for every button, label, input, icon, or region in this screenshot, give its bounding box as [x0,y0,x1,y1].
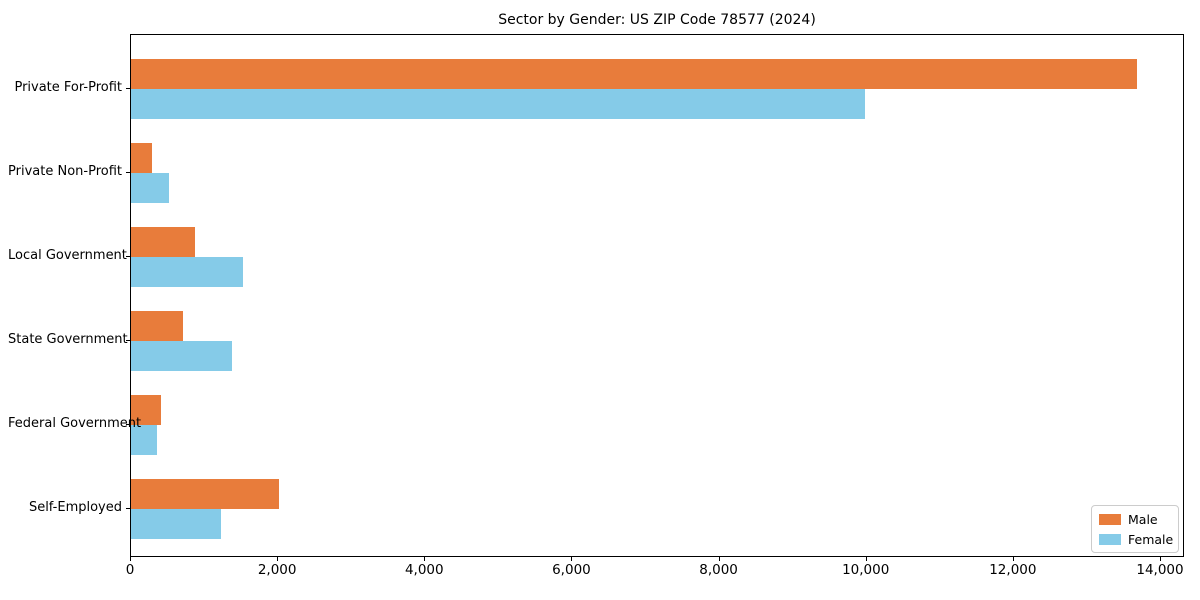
x-axis-label: 10,000 [842,562,890,578]
bar-male-local-government [131,227,195,257]
x-axis-label: 14,000 [1136,562,1184,578]
bar-female-self-employed [131,509,221,539]
bar-female-federal-government [131,425,157,455]
y-axis-tick [126,172,130,173]
legend-label: Female [1128,531,1174,547]
y-axis-tick [126,88,130,89]
y-axis-label: Private For-Profit [14,80,122,95]
x-axis-label: 6,000 [552,562,591,578]
x-axis-label: 0 [125,562,135,578]
legend-swatch-female [1099,533,1121,545]
bar-male-state-government [131,311,183,341]
bar-male-private-non-profit [131,143,153,173]
y-axis-tick [126,340,130,341]
plot-area [130,34,1184,557]
x-axis-tick [718,557,720,561]
y-axis-tick [126,424,130,425]
legend-item-male: Male [1099,512,1171,527]
legend-swatch-male [1099,513,1121,525]
x-axis-tick [865,557,867,561]
x-axis-tick [1160,557,1161,561]
y-axis-tick [126,256,130,257]
legend: Male Female [1091,505,1179,553]
bar-male-private-for-profit [131,59,1137,89]
bar-male-self-employed [131,479,279,509]
x-axis-label: 4,000 [404,562,444,578]
y-axis-label: Local Government [8,248,127,263]
legend-label: Male [1128,511,1158,527]
bar-female-private-for-profit [131,89,865,119]
y-axis-tick [126,508,130,509]
x-axis-label: 8,000 [699,562,738,578]
x-axis-tick [1012,557,1014,561]
x-axis-tick [130,557,131,561]
bar-female-state-government [131,341,232,371]
x-axis-tick [277,557,279,561]
x-axis-label: 2,000 [257,562,297,578]
y-axis-label: State Government [8,332,128,347]
x-axis-label: 12,000 [989,562,1037,578]
bar-female-local-government [131,257,243,287]
x-axis-tick [424,557,426,561]
y-axis-label: Federal Government [8,416,142,431]
bar-male-federal-government [131,395,162,425]
bar-female-private-non-profit [131,173,170,203]
y-axis-label: Private Non-Profit [8,164,122,179]
y-axis-label: Self-Employed [28,500,122,515]
legend-item-female: Female [1099,531,1174,547]
x-axis-tick [571,557,573,561]
chart-title: Sector by Gender: US ZIP Code 78577 (202… [498,12,816,28]
